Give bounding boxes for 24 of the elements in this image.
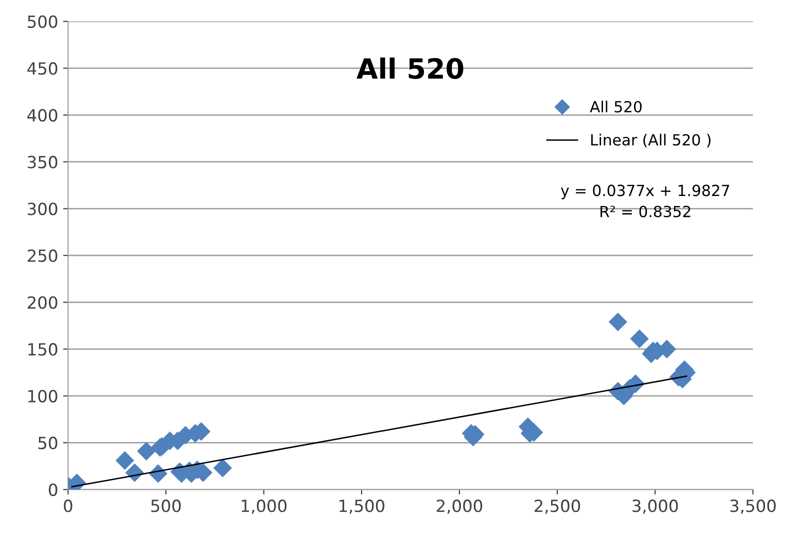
legend-label: Linear (All 520 )	[591, 134, 710, 148]
x-tick-label: 500	[151, 500, 181, 512]
y-tick-label: 300	[28, 202, 58, 216]
legend-label: All 520	[590, 100, 642, 113]
x-tick-label: 3,000	[632, 500, 678, 514]
y-tick-label: 400	[27, 108, 58, 122]
x-tick-label: 3,500	[730, 500, 776, 514]
y-tick-label: 350	[28, 156, 58, 168]
y-tick-label: 50	[38, 436, 58, 450]
x-tick-label: 1,000	[242, 500, 287, 514]
x-tick-label: 2,000	[436, 500, 482, 514]
y-tick-label: 100	[28, 390, 58, 402]
x-tick-label: 2,500	[534, 500, 580, 514]
y-tick-label: 500	[28, 15, 58, 28]
annotation: y = 0.0377x + 1.9827	[560, 184, 730, 200]
x-tick-label: 0	[64, 500, 72, 512]
text: All 520	[356, 57, 464, 79]
annotation: R² = 0.8352	[600, 206, 690, 218]
y-tick-label: 250	[28, 249, 58, 262]
y-tick-label: 150	[28, 343, 58, 356]
y-tick-label: 0	[48, 483, 58, 496]
x-tick-label: 1,500	[340, 500, 384, 514]
y-tick-label: 200	[28, 296, 58, 309]
y-tick-label: 450	[27, 62, 58, 75]
